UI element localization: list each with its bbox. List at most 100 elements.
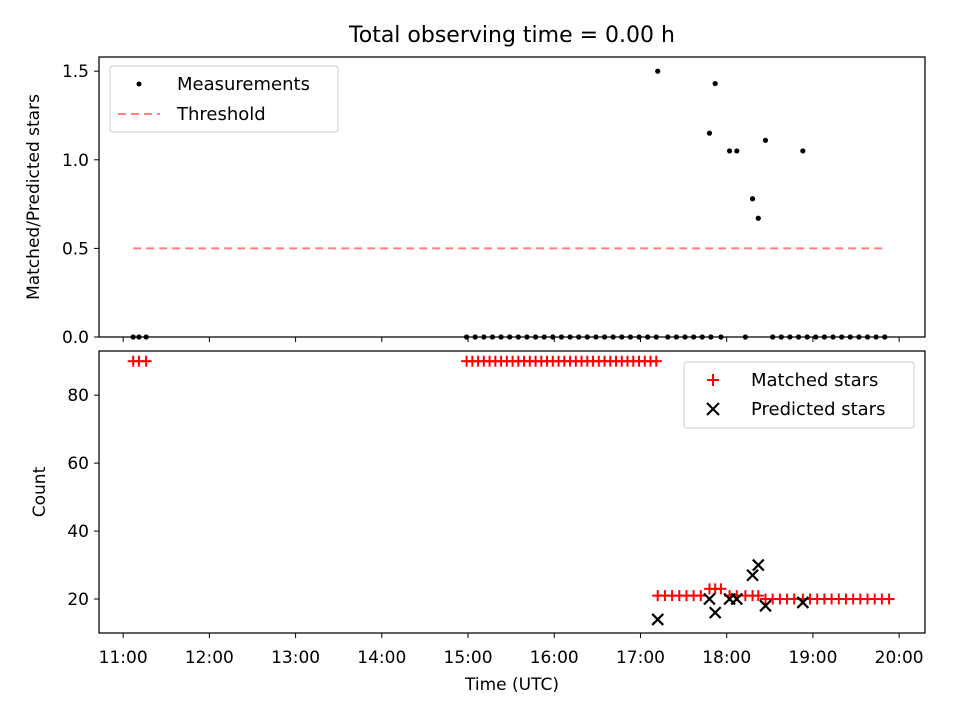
measurement-point [682, 334, 688, 340]
measurement-point [665, 334, 671, 340]
x-tick-label: 20:00 [875, 648, 924, 668]
measurement-point [691, 334, 697, 340]
measurement-point [515, 334, 521, 340]
legend-matched-label: Matched stars [751, 370, 878, 391]
bottom-panel: Count Time (UTC) 11:00 12:00 13:00 14:00 15:… [30, 350, 926, 695]
x-axis-label: Time (UTC) [464, 675, 559, 695]
bottom-y-tick-label: 20 [67, 590, 89, 610]
top-legend-box [109, 65, 339, 133]
measurement-point [800, 148, 806, 154]
predicted-stars-point [651, 613, 664, 626]
bottom-legend: Matched stars Predicted stars [683, 361, 915, 429]
measurement-point [627, 334, 634, 340]
legend-measurements-label: Measurements [177, 74, 310, 95]
measurement-point [576, 334, 582, 340]
predicted-stars-point [796, 596, 810, 609]
legend-predicted-label: Predicted stars [751, 399, 885, 420]
bottom-y-tick-label: 60 [67, 454, 89, 474]
predicted-x-b [651, 613, 664, 626]
predicted-stars-point [759, 599, 772, 613]
measurement-point [706, 130, 713, 136]
measurement-point [712, 80, 718, 87]
measurement-point [873, 334, 879, 340]
measurement-point [755, 215, 761, 221]
x-tick-label: 11:00 [99, 648, 148, 668]
measurement-point [742, 334, 748, 340]
x-tick-label: 18:00 [702, 648, 751, 668]
measurement-point [593, 334, 599, 340]
measurement-point [864, 334, 871, 340]
measurement-point [489, 334, 496, 340]
measurement-point [830, 334, 836, 340]
measurement-point [778, 334, 784, 340]
matched-stars-point [140, 355, 152, 367]
measurement-point [734, 148, 740, 154]
x-tick-label: 17:00 [616, 648, 665, 668]
measurement-point [804, 334, 810, 340]
measurement-point [498, 334, 504, 340]
bottom-y-axis-label: Count [30, 466, 50, 517]
measurement-point [524, 334, 530, 340]
matched-stars-point [650, 355, 662, 367]
measurement-point [718, 334, 724, 340]
matched-stars-point [752, 590, 764, 602]
legend-threshold-label: Threshold [176, 104, 266, 125]
measurement-point [847, 334, 853, 340]
measurement-point [584, 334, 590, 340]
top-y-tick-label: 1.5 [62, 62, 89, 82]
matched-stars-point [715, 583, 727, 595]
predicted-stars-point [708, 606, 722, 619]
predicted-x-b [703, 592, 716, 606]
chart-title: Total observing time = 0.00 h [348, 23, 675, 48]
measurement-point [143, 334, 149, 340]
measurement-point [136, 334, 142, 340]
bottom-axes: 11:00 12:00 13:00 14:00 15:00 16:00 17:00 18:00… [67, 386, 923, 668]
measurement-point [541, 334, 547, 340]
measurement-point [770, 334, 776, 340]
measurement-point [567, 334, 573, 340]
top-marks [130, 68, 888, 340]
predicted-x-b [708, 606, 722, 619]
legend-measurements-marker [136, 81, 142, 87]
bottom-legend-box [683, 361, 915, 429]
bottom-plot-frame [98, 350, 926, 634]
top-axes: 0.0 0.5 1.0 1.5 [62, 62, 900, 348]
measurement-point [653, 334, 659, 340]
measurement-point [481, 334, 487, 340]
legend-predicted-marker [706, 402, 720, 416]
predicted-stars-point [746, 568, 759, 582]
predicted-x-b [746, 568, 759, 582]
top-y-axis-label: Matched/Predicted stars [24, 94, 44, 300]
measurement-point [558, 334, 565, 340]
measurement-point [673, 334, 679, 340]
top-panel: Total observing time = 0.00 h Matched/Pr… [24, 23, 926, 348]
x-tick-label: 16:00 [530, 648, 579, 668]
measurement-point [856, 334, 862, 340]
predicted-stars-point [752, 558, 765, 572]
measurement-point [130, 334, 136, 340]
measurement-point [749, 196, 756, 202]
measurement-point [507, 334, 513, 340]
measurement-point [795, 334, 802, 340]
predicted-x-b [796, 596, 810, 609]
measurement-point [601, 334, 608, 340]
predicted-stars-point [703, 592, 716, 606]
measurement-point [655, 68, 661, 74]
measurement-point [699, 334, 705, 340]
top-legend: Measurements Threshold [109, 65, 339, 133]
predicted-stars-point [730, 592, 744, 606]
measurement-point [839, 334, 845, 340]
matched-stars-point [883, 593, 895, 605]
legend-matched-marker [707, 374, 719, 386]
measurement-point [726, 148, 733, 154]
measurement-point [636, 334, 642, 340]
top-y-tick-label: 0.5 [62, 239, 89, 259]
measurement-point [882, 334, 888, 340]
measurement-point [708, 334, 714, 340]
predicted-x-b [759, 599, 772, 613]
x-tick-label: 12:00 [185, 648, 234, 668]
top-y-tick-label: 1.0 [62, 151, 89, 171]
measurement-point [550, 334, 556, 340]
measurement-point [619, 334, 625, 340]
